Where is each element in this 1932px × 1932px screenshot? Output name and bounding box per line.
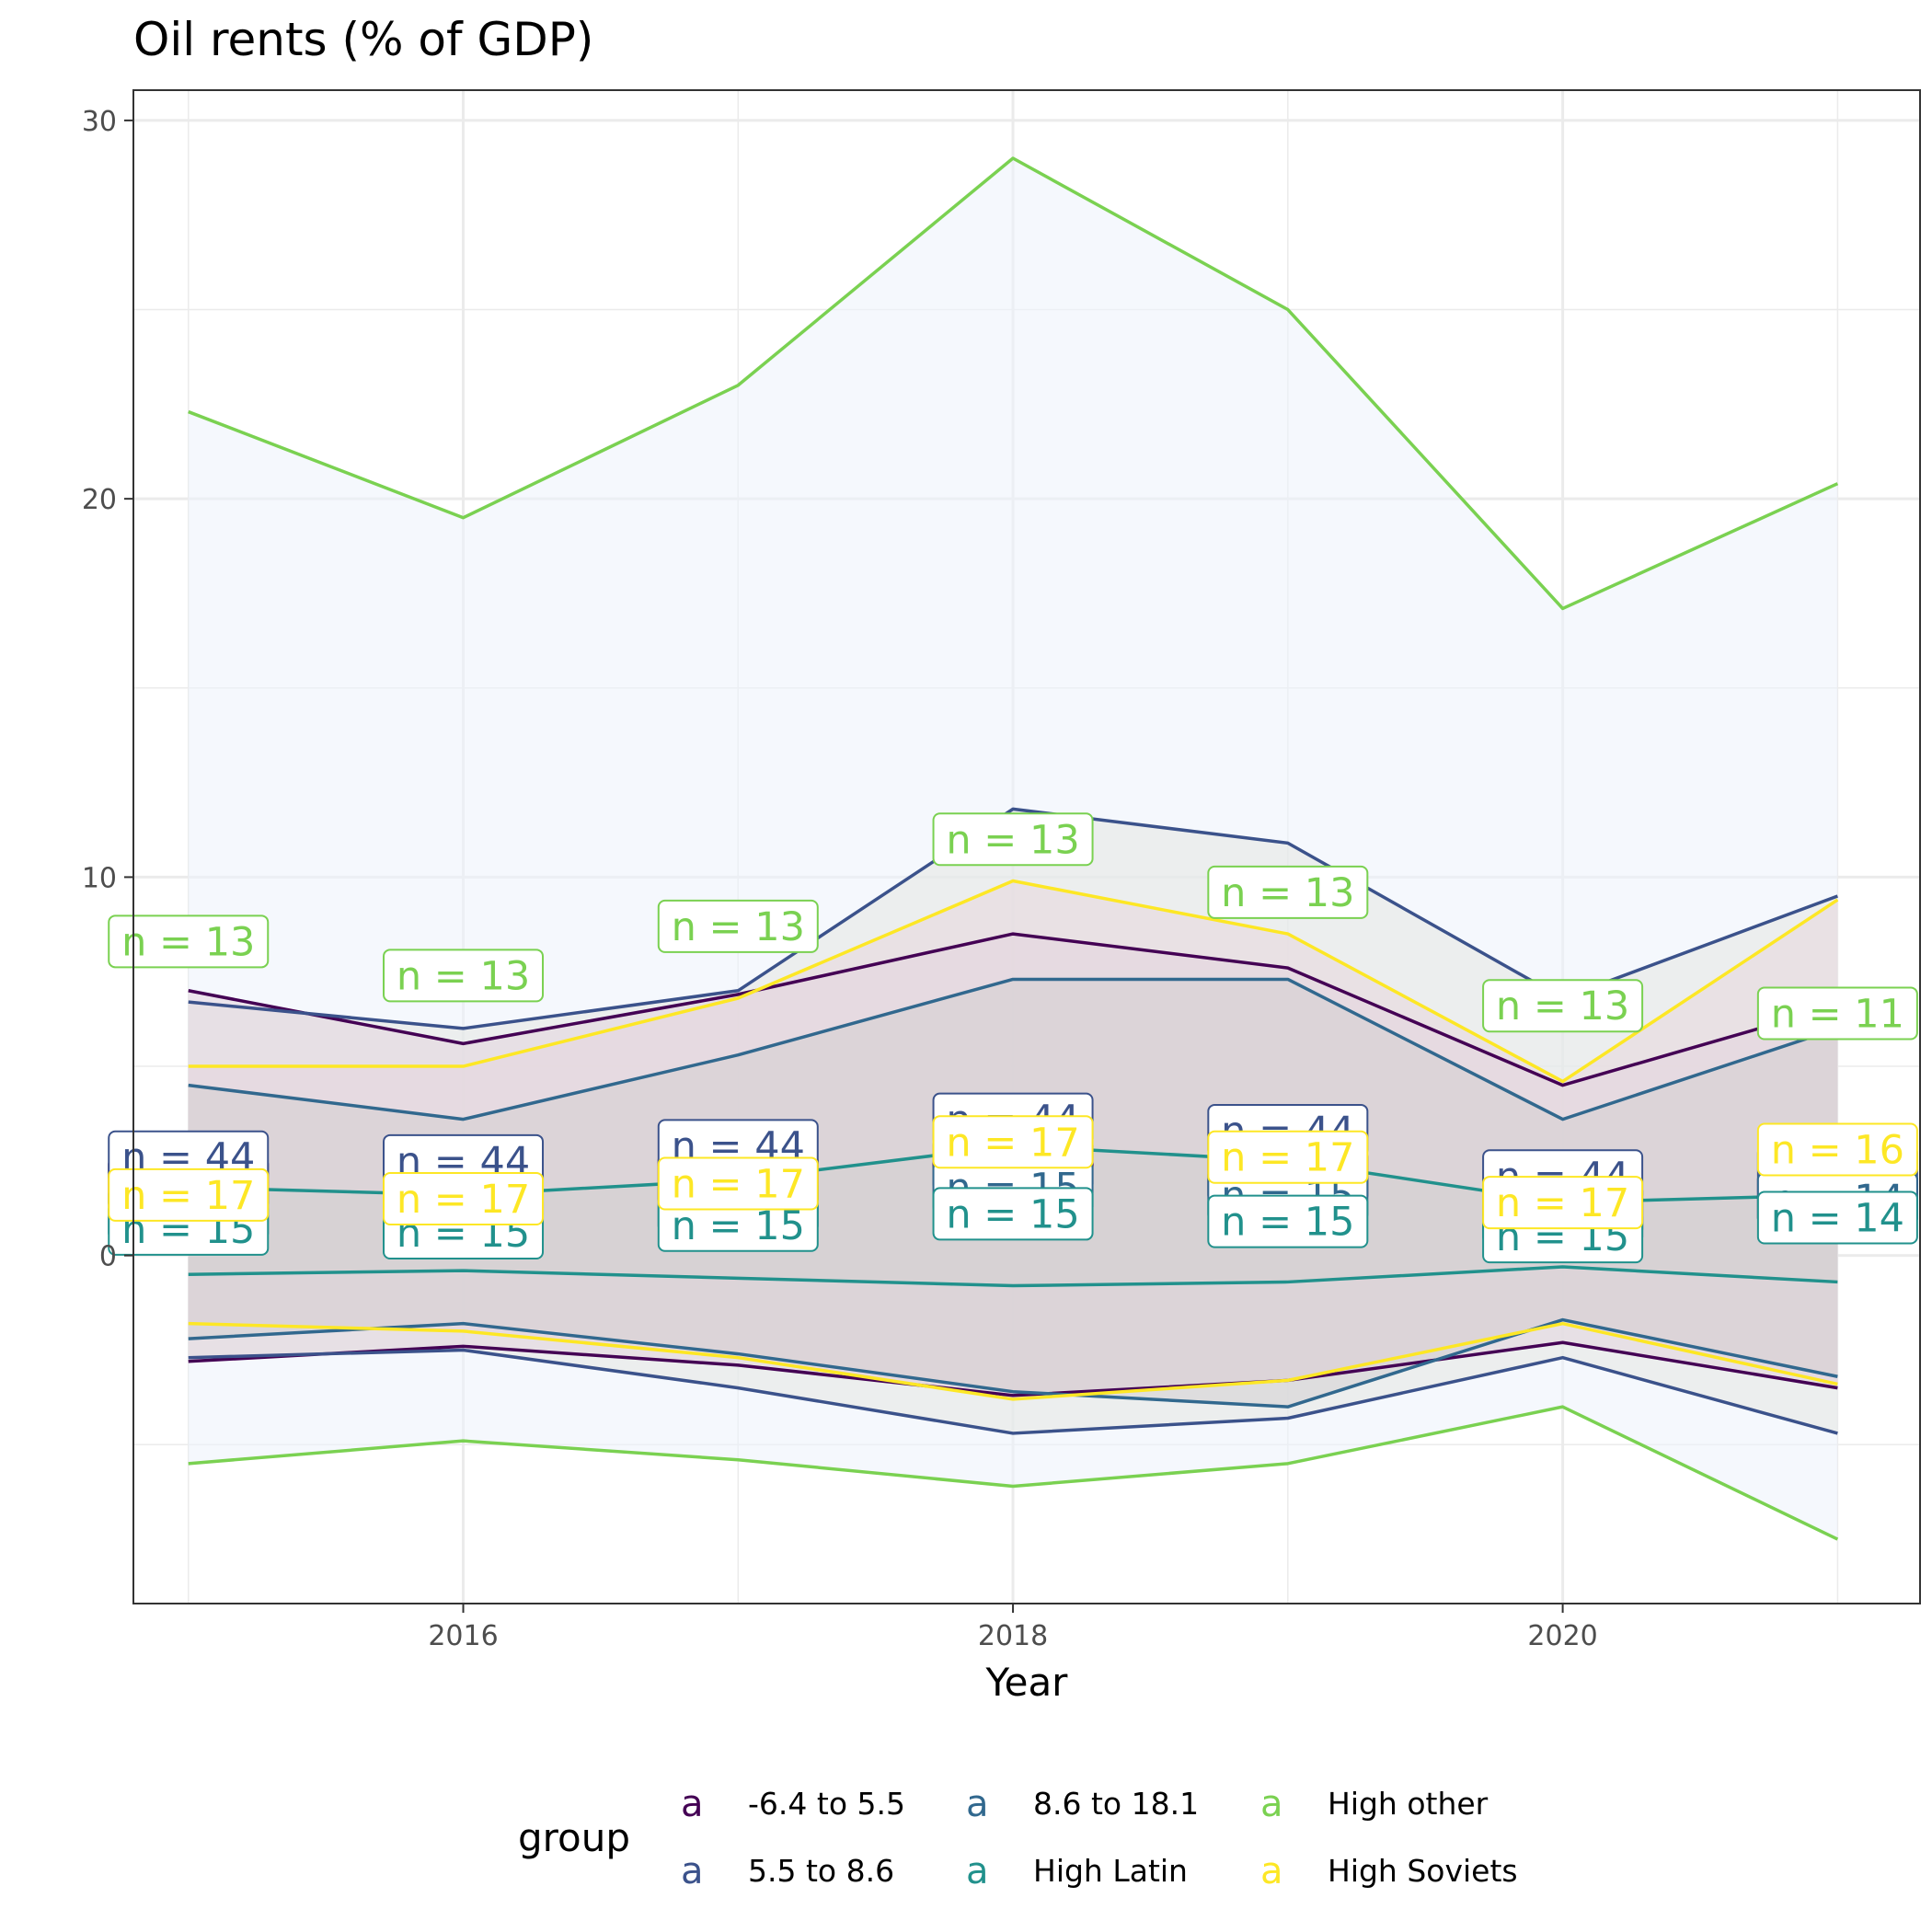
n-label-high-latin: n = 15: [1207, 1194, 1369, 1248]
n-label-high-soviets: n = 17: [932, 1115, 1094, 1169]
n-label-text: n = 17: [1496, 1180, 1629, 1226]
n-label-high-soviets: n = 17: [108, 1167, 270, 1222]
upper-bound-line--6-4-to-5-5: [188, 932, 1838, 1087]
n-label-text: n = 16: [1771, 1128, 1904, 1174]
n-label-box: [108, 1167, 270, 1222]
legend-item-5-5-to-8-6: a 5.5 to 8.6: [681, 1850, 894, 1892]
n-label-box: [1482, 979, 1644, 1033]
n-label-box: [1207, 865, 1369, 919]
n-label-high-soviets: n = 17: [383, 1171, 545, 1225]
x-axis-title: Year: [985, 1660, 1069, 1705]
lower-bound-line-high-other: [188, 1405, 1839, 1541]
y-tick-label: 30: [82, 106, 117, 138]
panel-border: [132, 89, 1921, 1604]
n-label-high-other: n = 13: [108, 914, 270, 969]
n-label-text: n = 11: [1771, 991, 1904, 1037]
n-label-high-soviets: n = 17: [1207, 1130, 1369, 1184]
legend-label: 8.6 to 18.1: [1033, 1786, 1199, 1822]
n-label-text: n = 17: [672, 1162, 805, 1208]
legend-item-high-soviets: a High Soviets: [1260, 1850, 1518, 1892]
n-label-high-other: n = 11: [1756, 986, 1918, 1041]
n-label-text: n = 13: [397, 953, 530, 999]
n-label-box: [1482, 1176, 1644, 1230]
upper-bound-line-high-other: [188, 156, 1839, 611]
n-label-high-other: n = 13: [657, 899, 819, 953]
n-label-high-other: n = 13: [1482, 979, 1644, 1033]
n-label-text: n = 15: [1221, 1200, 1354, 1246]
upper-bound-line-high-soviets: [188, 879, 1839, 1084]
y-tick-label: 10: [82, 862, 117, 894]
n-label-box: [383, 1171, 545, 1225]
n-label-high-other: n = 13: [932, 812, 1094, 867]
n-label-high-soviets: n = 17: [657, 1156, 819, 1211]
n-label-box: [383, 949, 545, 1003]
legend-key-glyph: a: [681, 1850, 704, 1892]
n-label-box: [932, 1115, 1094, 1169]
n-label-text: n = 13: [672, 904, 805, 950]
legend-key-glyph: a: [1260, 1783, 1283, 1825]
legend-item-high-other: a High other: [1260, 1783, 1489, 1825]
n-label-high-latin: n = 15: [932, 1187, 1094, 1241]
x-axis: 2016 2018 2020: [428, 1604, 1598, 1652]
x-tick-label: 2020: [1527, 1620, 1597, 1652]
y-tick-label: 20: [82, 484, 117, 516]
y-axis: 0 10 20 30: [82, 106, 133, 1273]
n-label-box: [1756, 986, 1918, 1041]
n-label-layer: n = 45n = 45n = 45n = 45n = 45n = 45n = …: [108, 812, 1918, 1264]
chart-title: Oil rents (% of GDP): [133, 13, 593, 66]
legend-title: group: [518, 1815, 630, 1860]
n-label-box: [108, 914, 270, 969]
n-label-text: n = 17: [121, 1173, 255, 1219]
lower-bound-line-high-soviets: [188, 1321, 1838, 1401]
x-tick-label: 2018: [978, 1620, 1048, 1652]
n-label-high-other: n = 13: [383, 949, 545, 1003]
n-label-high-other: n = 13: [1207, 865, 1369, 919]
legend-item-high-latin: a High Latin: [966, 1850, 1188, 1892]
n-label-box: [1207, 1194, 1369, 1248]
n-label-text: n = 13: [946, 817, 1079, 863]
n-label-text: n = 13: [1496, 983, 1629, 1029]
n-label-high-soviets: n = 16: [1756, 1122, 1918, 1177]
legend-label: High other: [1328, 1786, 1489, 1822]
legend-label: -6.4 to 5.5: [748, 1786, 905, 1822]
y-tick-label: 0: [99, 1241, 117, 1273]
legend-item-8-6-to-18-1: a 8.6 to 18.1: [966, 1783, 1199, 1825]
lower-bound-line-8-6-to-18-1: [188, 1317, 1838, 1409]
legend-key-glyph: a: [681, 1783, 704, 1825]
legend-label: 5.5 to 8.6: [748, 1853, 894, 1889]
n-label-text: n = 17: [946, 1120, 1079, 1166]
lower-bound-line-5-5-to-8-6: [188, 1348, 1838, 1435]
legend-label: High Soviets: [1328, 1853, 1518, 1889]
lower-bound-line--6-4-to-5-5: [188, 1340, 1838, 1397]
n-label-box: [932, 1187, 1094, 1241]
n-label-text: n = 17: [397, 1177, 530, 1223]
n-label-text: n = 15: [946, 1191, 1079, 1237]
n-label-box: [1207, 1130, 1369, 1184]
n-label-text: n = 13: [1221, 870, 1354, 916]
n-label-text: n = 13: [121, 919, 255, 965]
legend-item--6-4-to-5-5: a -6.4 to 5.5: [681, 1783, 905, 1825]
legend-key-glyph: a: [1260, 1850, 1283, 1892]
n-label-box: [1756, 1190, 1918, 1245]
n-label-text: n = 15: [672, 1203, 805, 1249]
n-label-box: [657, 1156, 819, 1211]
n-label-high-latin: n = 14: [1756, 1190, 1918, 1245]
n-label-box: [657, 899, 819, 953]
x-tick-label: 2016: [428, 1620, 498, 1652]
legend-key-glyph: a: [966, 1850, 989, 1892]
legend-key-glyph: a: [966, 1783, 989, 1825]
upper-bound-line-8-6-to-18-1: [188, 977, 1838, 1121]
n-label-box: [932, 812, 1094, 867]
n-label-high-latin: n = 15: [657, 1198, 819, 1252]
n-label-text: n = 17: [1221, 1135, 1354, 1181]
n-label-high-soviets: n = 17: [1482, 1176, 1644, 1230]
legend: group a -6.4 to 5.5 a 5.5 to 8.6 a 8.6 to 18.…: [518, 1783, 1518, 1892]
n-label-box: [1756, 1122, 1918, 1177]
legend-label: High Latin: [1033, 1853, 1188, 1889]
n-label-text: n = 14: [1771, 1196, 1904, 1242]
lower-bound-line-high-latin: [188, 1265, 1838, 1288]
